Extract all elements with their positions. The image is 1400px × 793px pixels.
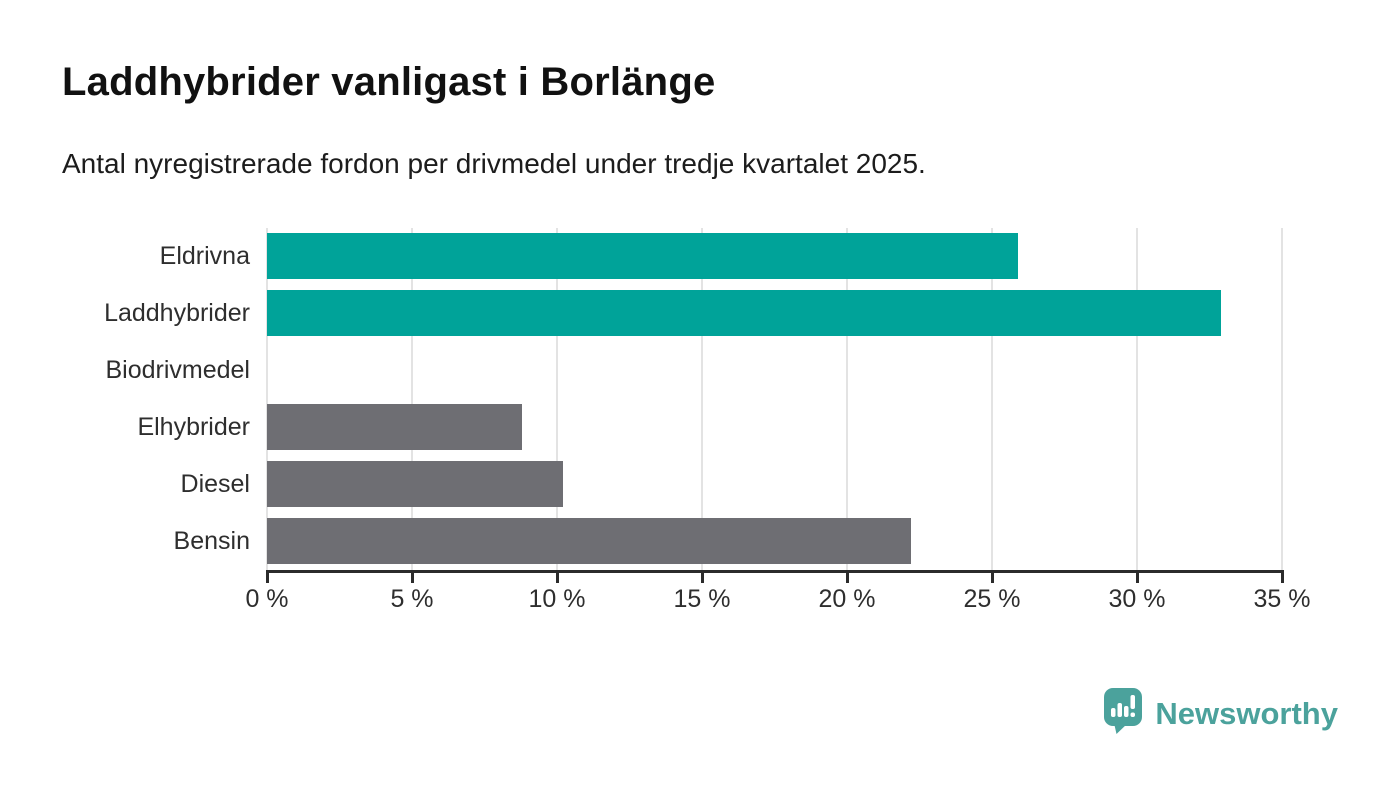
bar-elhybrider (267, 404, 523, 450)
x-axis-tick-label: 20 % (818, 585, 876, 613)
category-label: Eldrivna (159, 242, 250, 270)
x-axis-tick (265, 570, 269, 583)
x-axis-tick-label: 30 % (1108, 585, 1166, 613)
category-label: Elhybrider (137, 413, 250, 441)
category-label: Diesel (180, 470, 250, 498)
gridline (266, 228, 268, 570)
bar-eldrivna (267, 233, 1019, 279)
x-axis-tick-label: 35 % (1253, 585, 1311, 613)
gridline (846, 228, 848, 570)
page-title: Laddhybrider vanligast i Borlänge (62, 60, 716, 104)
x-axis-line (266, 570, 1284, 573)
x-axis-tick (410, 570, 414, 583)
x-axis-tick-label: 0 % (245, 585, 289, 613)
x-axis-tick-label: 5 % (390, 585, 434, 613)
x-axis-tick (990, 570, 994, 583)
x-axis-tick (700, 570, 704, 583)
x-axis-tick (1280, 570, 1284, 583)
newsworthy-logo-icon (1103, 687, 1144, 740)
gridline (1136, 228, 1138, 570)
bar-row (267, 399, 1282, 456)
gridline (411, 228, 413, 570)
category-label: Biodrivmedel (105, 356, 250, 384)
bar-row (267, 285, 1282, 342)
x-axis-tick (845, 570, 849, 583)
category-label: Laddhybrider (104, 299, 250, 327)
x-axis-tick (1135, 570, 1139, 583)
x-axis-tick-label: 15 % (673, 585, 731, 613)
newsworthy-wordmark: Newsworthy (1155, 695, 1338, 731)
bar-row (267, 456, 1282, 513)
x-axis-tick (555, 570, 559, 583)
bar-row (267, 228, 1282, 285)
category-label: Bensin (173, 527, 250, 555)
plot-area (266, 228, 1283, 570)
gridline (556, 228, 558, 570)
bar-row (267, 513, 1282, 570)
bar-bensin (267, 518, 911, 564)
newsworthy-logo: Newsworthy (1103, 687, 1338, 740)
x-axis-tick-label: 25 % (963, 585, 1021, 613)
page-subtitle: Antal nyregistrerade fordon per drivmede… (62, 148, 926, 179)
gridline (1281, 228, 1283, 570)
gridline (701, 228, 703, 570)
bar-row (267, 342, 1282, 399)
gridline (991, 228, 993, 570)
bar-laddhybrider (267, 290, 1222, 336)
x-axis-tick-label: 10 % (528, 585, 586, 613)
bar-diesel (267, 461, 563, 507)
